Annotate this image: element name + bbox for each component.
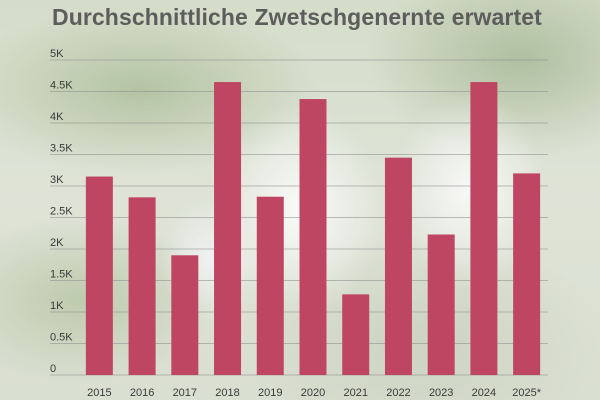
x-tick-label: 2018 — [215, 387, 239, 399]
x-tick-label: 2024 — [472, 387, 496, 399]
bar-2024[interactable] — [470, 82, 498, 376]
bar-2022[interactable] — [384, 157, 412, 375]
x-tick-label: 2022 — [386, 387, 410, 399]
bar-2015[interactable] — [85, 176, 113, 375]
x-tick-label: 2019 — [258, 387, 282, 399]
x-tick-label: 2023 — [429, 387, 453, 399]
y-tick-label: 5K — [50, 48, 64, 60]
x-tick-label: 2025* — [512, 387, 541, 399]
bar-2016[interactable] — [128, 197, 156, 375]
y-tick-label: 2.5K — [50, 206, 73, 218]
y-tick-label: 1.5K — [50, 269, 73, 281]
x-tick-label: 2017 — [173, 387, 197, 399]
chart-title: Durchschnittliche Zwetschgenernte erwart… — [52, 4, 542, 30]
y-tick-label: 0 — [50, 363, 56, 375]
x-tick-label: 2021 — [343, 387, 367, 399]
y-tick-label: 3.5K — [50, 143, 73, 155]
y-tick-label: 2K — [50, 237, 64, 249]
bar-2021[interactable] — [342, 294, 370, 375]
x-tick-label: 2020 — [301, 387, 325, 399]
bar-2018[interactable] — [214, 82, 242, 376]
x-tick-label: 2015 — [87, 387, 111, 399]
bar-2017[interactable] — [171, 255, 199, 375]
y-tick-label: 4.5K — [50, 80, 73, 92]
bar-2019[interactable] — [256, 196, 284, 375]
y-tick-label: 3K — [50, 174, 64, 186]
bar-2025*[interactable] — [513, 173, 541, 375]
y-tick-label: 1K — [50, 300, 64, 312]
y-tick-label: 4K — [50, 111, 64, 123]
bar-2023[interactable] — [427, 234, 455, 375]
bar-2020[interactable] — [299, 99, 327, 375]
x-tick-label: 2016 — [130, 387, 154, 399]
y-tick-label: 0.5K — [50, 332, 73, 344]
